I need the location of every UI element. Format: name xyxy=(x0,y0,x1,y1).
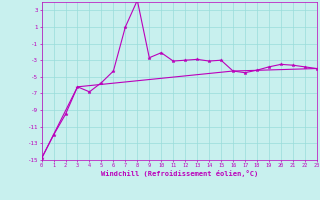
X-axis label: Windchill (Refroidissement éolien,°C): Windchill (Refroidissement éolien,°C) xyxy=(100,170,258,177)
